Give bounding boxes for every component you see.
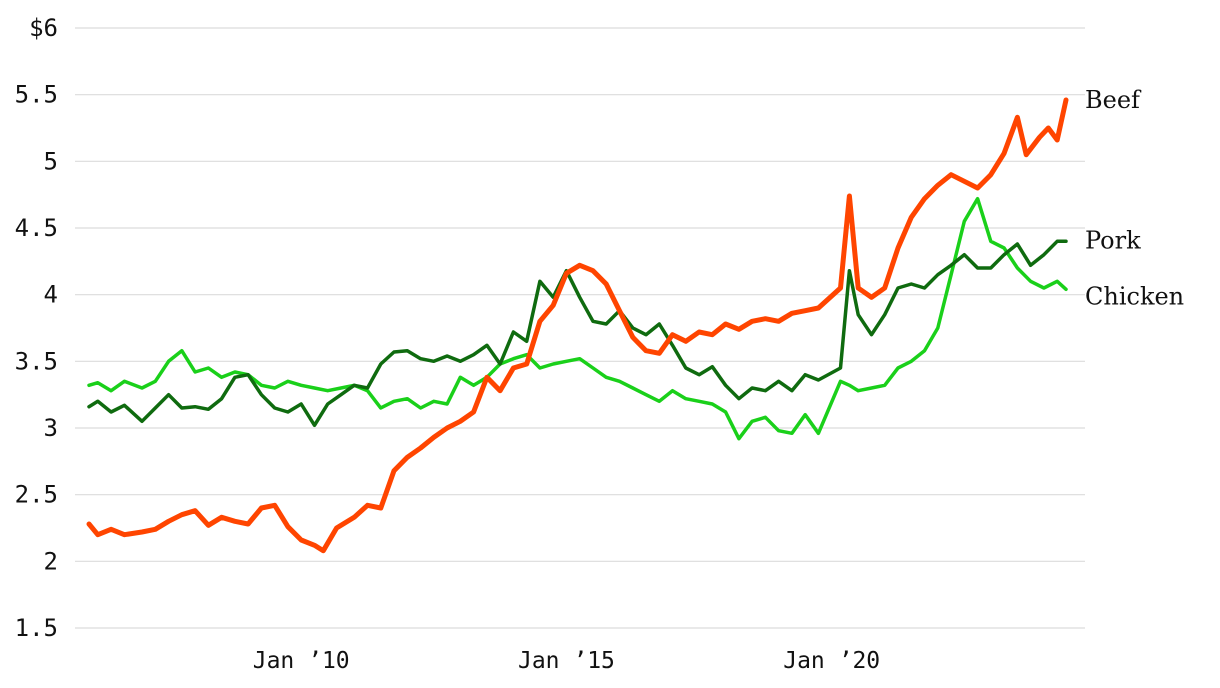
x-tick-label: Jan ’15 bbox=[518, 648, 615, 674]
y-axis-ticks: $6 5.5 5 4.5 4 3.5 3 2.5 2 1.5 bbox=[15, 14, 58, 642]
y-tick-label: 2 bbox=[44, 547, 58, 575]
series-label-chicken: Chicken bbox=[1085, 282, 1184, 310]
y-tick-label: 3 bbox=[44, 414, 58, 442]
y-tick-label: 5.5 bbox=[15, 81, 58, 109]
grid-lines bbox=[75, 27, 1085, 629]
series-line-pork bbox=[87, 239, 1068, 428]
series-lines bbox=[86, 97, 1069, 554]
series-label-beef: Beef bbox=[1085, 86, 1142, 114]
y-tick-label: $6 bbox=[29, 14, 58, 42]
series-line-beef bbox=[86, 97, 1069, 554]
series-line-chicken bbox=[87, 196, 1068, 441]
y-tick-label: 2.5 bbox=[15, 481, 58, 509]
x-tick-label: Jan ’20 bbox=[783, 648, 880, 674]
series-label-pork: Pork bbox=[1085, 226, 1141, 254]
y-tick-label: 5 bbox=[44, 147, 58, 175]
y-tick-label: 1.5 bbox=[15, 614, 58, 642]
y-tick-label: 4 bbox=[44, 281, 58, 309]
y-tick-label: 4.5 bbox=[15, 214, 58, 242]
y-tick-label: 3.5 bbox=[15, 347, 58, 375]
x-tick-label: Jan ’10 bbox=[253, 648, 350, 674]
series-labels: Beef Pork Chicken bbox=[1085, 86, 1184, 310]
x-axis-ticks: Jan ’10 Jan ’15 Jan ’20 bbox=[253, 648, 880, 674]
